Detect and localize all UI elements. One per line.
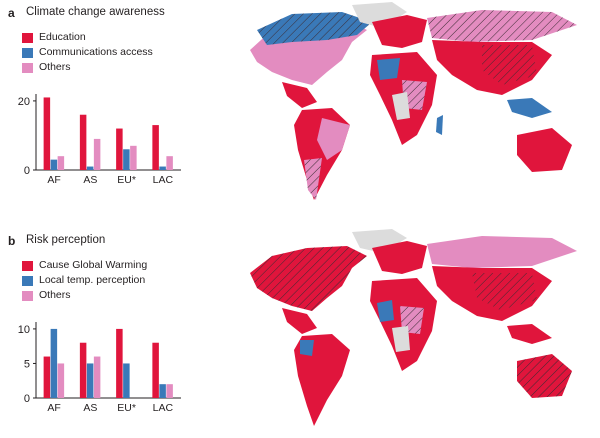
bar-lac-1 <box>152 125 159 170</box>
map-africa-gray <box>392 326 410 352</box>
map-russia-hatch <box>427 10 577 42</box>
map-asia-hatch <box>472 273 537 310</box>
bar-af-3 <box>57 363 65 398</box>
map-south-america-blue <box>300 340 314 356</box>
world-map-b <box>232 228 592 438</box>
x-tick-label: AS <box>83 402 97 414</box>
y-tick-label: 5 <box>24 358 30 370</box>
map-canada-hatch <box>257 12 372 45</box>
map-australia-hatch <box>517 354 572 398</box>
legend-item-others: Others <box>22 288 147 303</box>
bar-lac-1 <box>152 342 159 398</box>
bar-af-3 <box>57 156 65 170</box>
x-tick-label: EU* <box>117 402 136 414</box>
panel-a: a Climate change awareness Education Com… <box>0 0 600 215</box>
legend-item-cause-global-warming: Cause Global Warming <box>22 258 147 273</box>
bar-af-1 <box>43 356 51 398</box>
bar-eu-1 <box>116 128 123 170</box>
bar-as-1 <box>79 114 87 170</box>
map-greenland <box>352 2 407 28</box>
legend-item-local-temp: Local temp. perception <box>22 273 147 288</box>
legend-swatch-blue <box>22 275 33 286</box>
legend-item-education: Education <box>22 30 153 45</box>
map-central-america <box>282 308 317 334</box>
map-madagascar <box>436 115 443 135</box>
legend-label: Others <box>39 61 71 73</box>
bar-as-3 <box>93 356 101 398</box>
x-tick-label: LAC <box>153 174 174 186</box>
map-russia <box>427 236 577 268</box>
bar-af-2 <box>50 159 58 170</box>
bar-chart-a: 0 20 AF AS EU* LAC <box>18 94 181 186</box>
x-tick-label: AF <box>47 402 60 414</box>
bar-af-1 <box>43 97 51 170</box>
y-tick-label: 10 <box>18 324 30 336</box>
legend-swatch-red <box>22 32 33 43</box>
bar-eu-2 <box>123 363 130 398</box>
map-south-america <box>294 334 350 426</box>
legend-item-others: Others <box>22 60 153 75</box>
legend-swatch-red <box>22 260 33 271</box>
map-europe <box>372 241 427 274</box>
bar-lac-3 <box>166 384 173 398</box>
bar-as-3 <box>93 138 101 170</box>
map-greenland <box>352 229 407 253</box>
y-tick-label: 20 <box>18 96 30 108</box>
bar-chart-b: 0 5 10 AF AS EU* LAC <box>18 322 181 414</box>
legend-label: Cause Global Warming <box>39 259 148 271</box>
x-tick-label: AF <box>47 174 60 186</box>
x-tick-label: EU* <box>117 174 136 186</box>
legend-swatch-pink <box>22 62 33 73</box>
panel-b-title: Risk perception <box>26 234 106 246</box>
bar-af-2 <box>50 328 58 398</box>
bar-eu-1 <box>116 328 123 398</box>
map-africa-blue <box>377 300 394 322</box>
world-map-a <box>232 0 592 215</box>
panel-b-label: b <box>8 234 16 248</box>
y-tick-label: 0 <box>24 393 30 405</box>
bar-lac-2 <box>159 166 166 170</box>
bar-as-2 <box>86 166 94 170</box>
legend-label: Local temp. perception <box>39 274 146 286</box>
map-mexico <box>282 82 317 108</box>
legend-label: Communications access <box>39 46 153 58</box>
map-africa-gray <box>392 92 410 120</box>
bar-lac-3 <box>166 156 173 170</box>
bar-as-2 <box>86 363 94 398</box>
map-europe <box>372 15 427 48</box>
map-china-hatch <box>482 45 537 85</box>
bar-eu-2 <box>123 149 130 170</box>
map-africa-pink-hatch <box>402 80 427 110</box>
map-se-asia <box>507 324 552 344</box>
legend-swatch-pink <box>22 290 33 301</box>
legend-swatch-blue <box>22 47 33 58</box>
map-north-america-hatch <box>250 246 367 311</box>
map-argentina-hatch <box>304 158 322 200</box>
legend-label: Others <box>39 289 71 301</box>
panel-b: b Risk perception Cause Global Warming L… <box>0 228 600 438</box>
x-tick-label: LAC <box>153 402 174 414</box>
panel-a-label: a <box>8 6 15 20</box>
panel-a-title: Climate change awareness <box>26 6 165 18</box>
legend-label: Education <box>39 31 86 43</box>
legend-item-communications: Communications access <box>22 45 153 60</box>
map-brazil <box>317 118 350 160</box>
bar-eu-3 <box>130 145 137 170</box>
map-se-asia <box>507 98 552 118</box>
bar-as-1 <box>79 342 87 398</box>
panel-b-legend: Cause Global Warming Local temp. percept… <box>22 258 147 303</box>
y-tick-label: 0 <box>24 165 30 177</box>
map-australia <box>517 128 572 172</box>
x-tick-label: AS <box>83 174 97 186</box>
panel-a-legend: Education Communications access Others <box>22 30 153 75</box>
map-africa-blue <box>377 58 400 80</box>
bar-lac-2 <box>159 384 166 398</box>
